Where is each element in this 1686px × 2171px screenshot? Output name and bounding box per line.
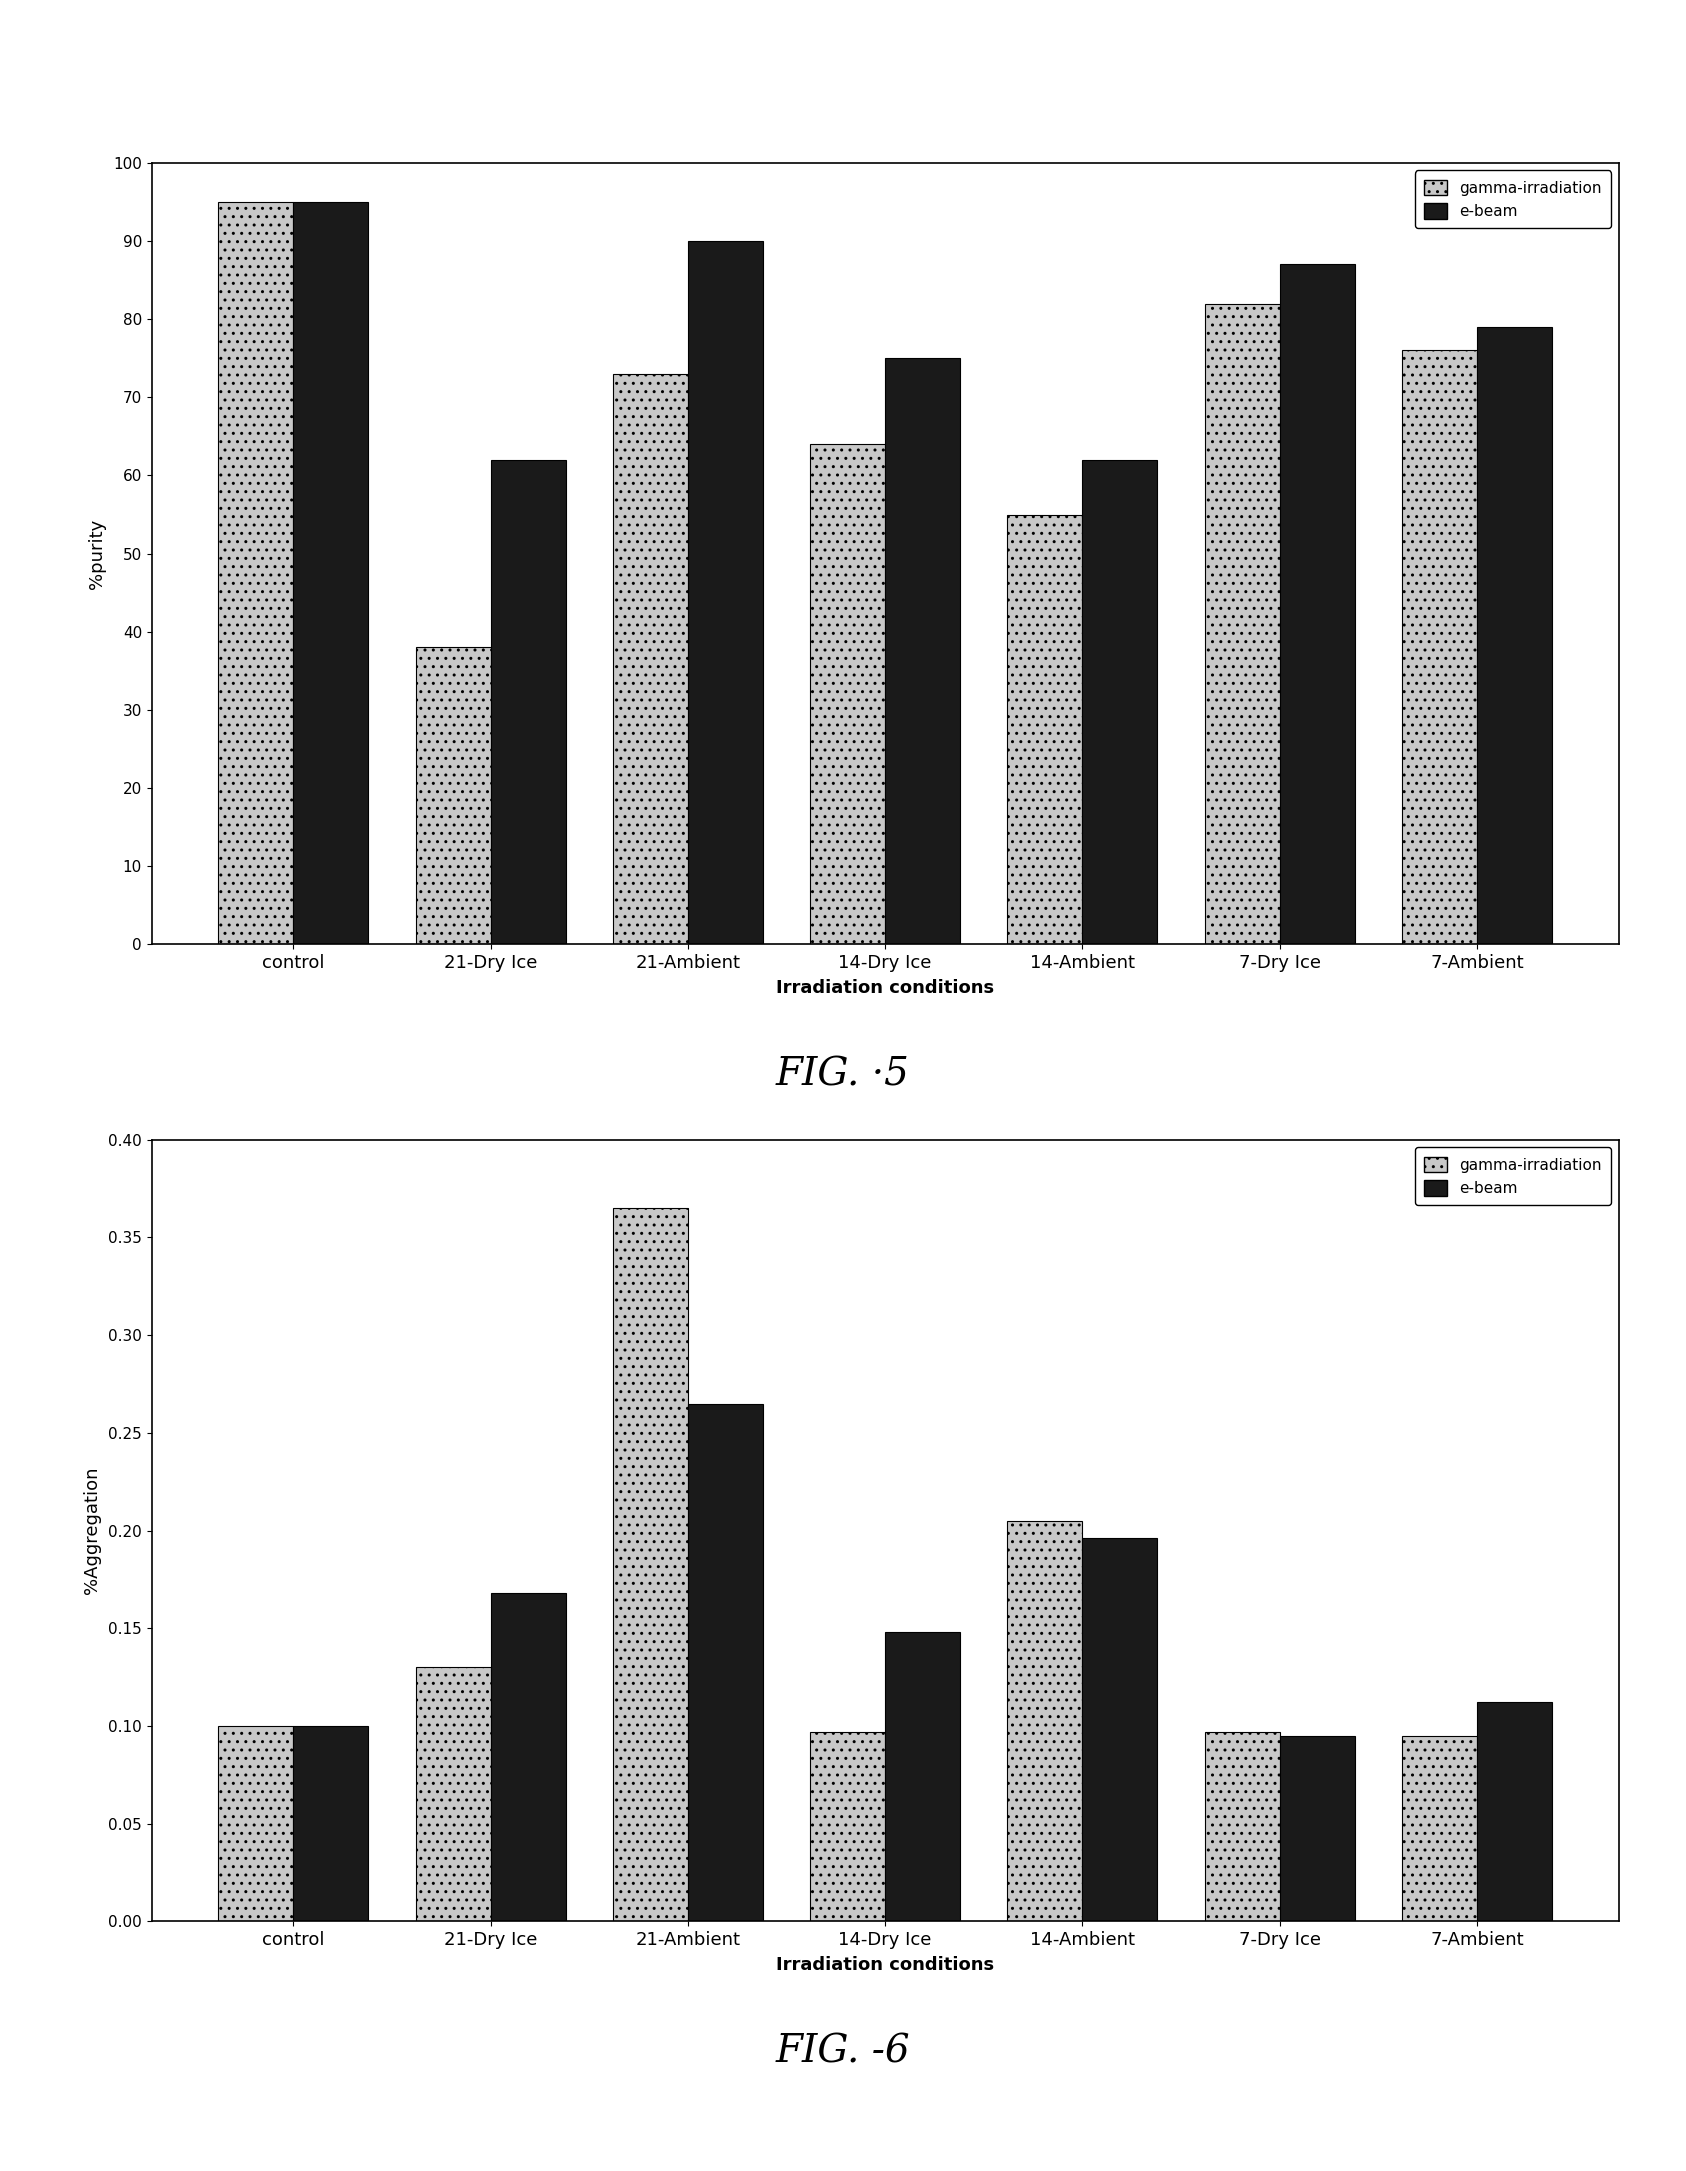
Text: FIG. ·5: FIG. ·5 (776, 1055, 910, 1094)
Bar (811, 1732, 885, 1921)
Bar (1205, 1732, 1280, 1921)
Bar (614, 1207, 688, 1921)
Y-axis label: %Aggregation: %Aggregation (83, 1468, 101, 1594)
Bar (1477, 328, 1551, 944)
X-axis label: Irradiation conditions: Irradiation conditions (776, 1956, 995, 1973)
Bar (1403, 350, 1477, 944)
Bar (688, 241, 762, 944)
Bar (1082, 460, 1157, 944)
Bar (293, 1726, 368, 1921)
Legend: gamma-irradiation, e-beam: gamma-irradiation, e-beam (1415, 172, 1610, 228)
Bar (1008, 1520, 1082, 1921)
Bar (1082, 1539, 1157, 1921)
Bar (1403, 1737, 1477, 1921)
Bar (885, 358, 959, 944)
Text: FIG. -6: FIG. -6 (776, 2032, 910, 2071)
Bar (491, 460, 565, 944)
Bar (1280, 265, 1354, 944)
Bar (1008, 515, 1082, 944)
Bar (614, 373, 688, 944)
Bar (1280, 1737, 1354, 1921)
Bar (688, 1405, 762, 1921)
X-axis label: Irradiation conditions: Irradiation conditions (776, 979, 995, 996)
Bar (1477, 1702, 1551, 1921)
Bar (219, 202, 293, 944)
Bar (416, 1667, 491, 1921)
Bar (491, 1594, 565, 1921)
Legend: gamma-irradiation, e-beam: gamma-irradiation, e-beam (1415, 1148, 1610, 1205)
Bar (885, 1633, 959, 1921)
Y-axis label: %purity: %purity (88, 519, 106, 588)
Bar (1205, 304, 1280, 944)
Bar (416, 647, 491, 944)
Bar (219, 1726, 293, 1921)
Bar (293, 202, 368, 944)
Bar (811, 445, 885, 944)
